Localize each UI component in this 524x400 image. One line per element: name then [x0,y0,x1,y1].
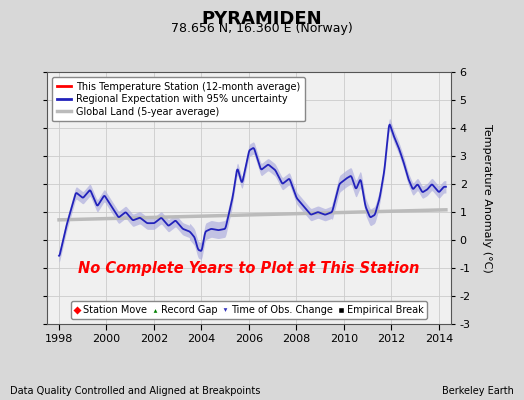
Text: Berkeley Earth: Berkeley Earth [442,386,514,396]
Text: PYRAMIDEN: PYRAMIDEN [202,10,322,28]
Legend: Station Move, Record Gap, Time of Obs. Change, Empirical Break: Station Move, Record Gap, Time of Obs. C… [71,301,427,319]
Text: No Complete Years to Plot at This Station: No Complete Years to Plot at This Statio… [78,261,420,276]
Text: Data Quality Controlled and Aligned at Breakpoints: Data Quality Controlled and Aligned at B… [10,386,261,396]
Y-axis label: Temperature Anomaly (°C): Temperature Anomaly (°C) [482,124,492,272]
Text: 78.656 N, 16.360 E (Norway): 78.656 N, 16.360 E (Norway) [171,22,353,35]
